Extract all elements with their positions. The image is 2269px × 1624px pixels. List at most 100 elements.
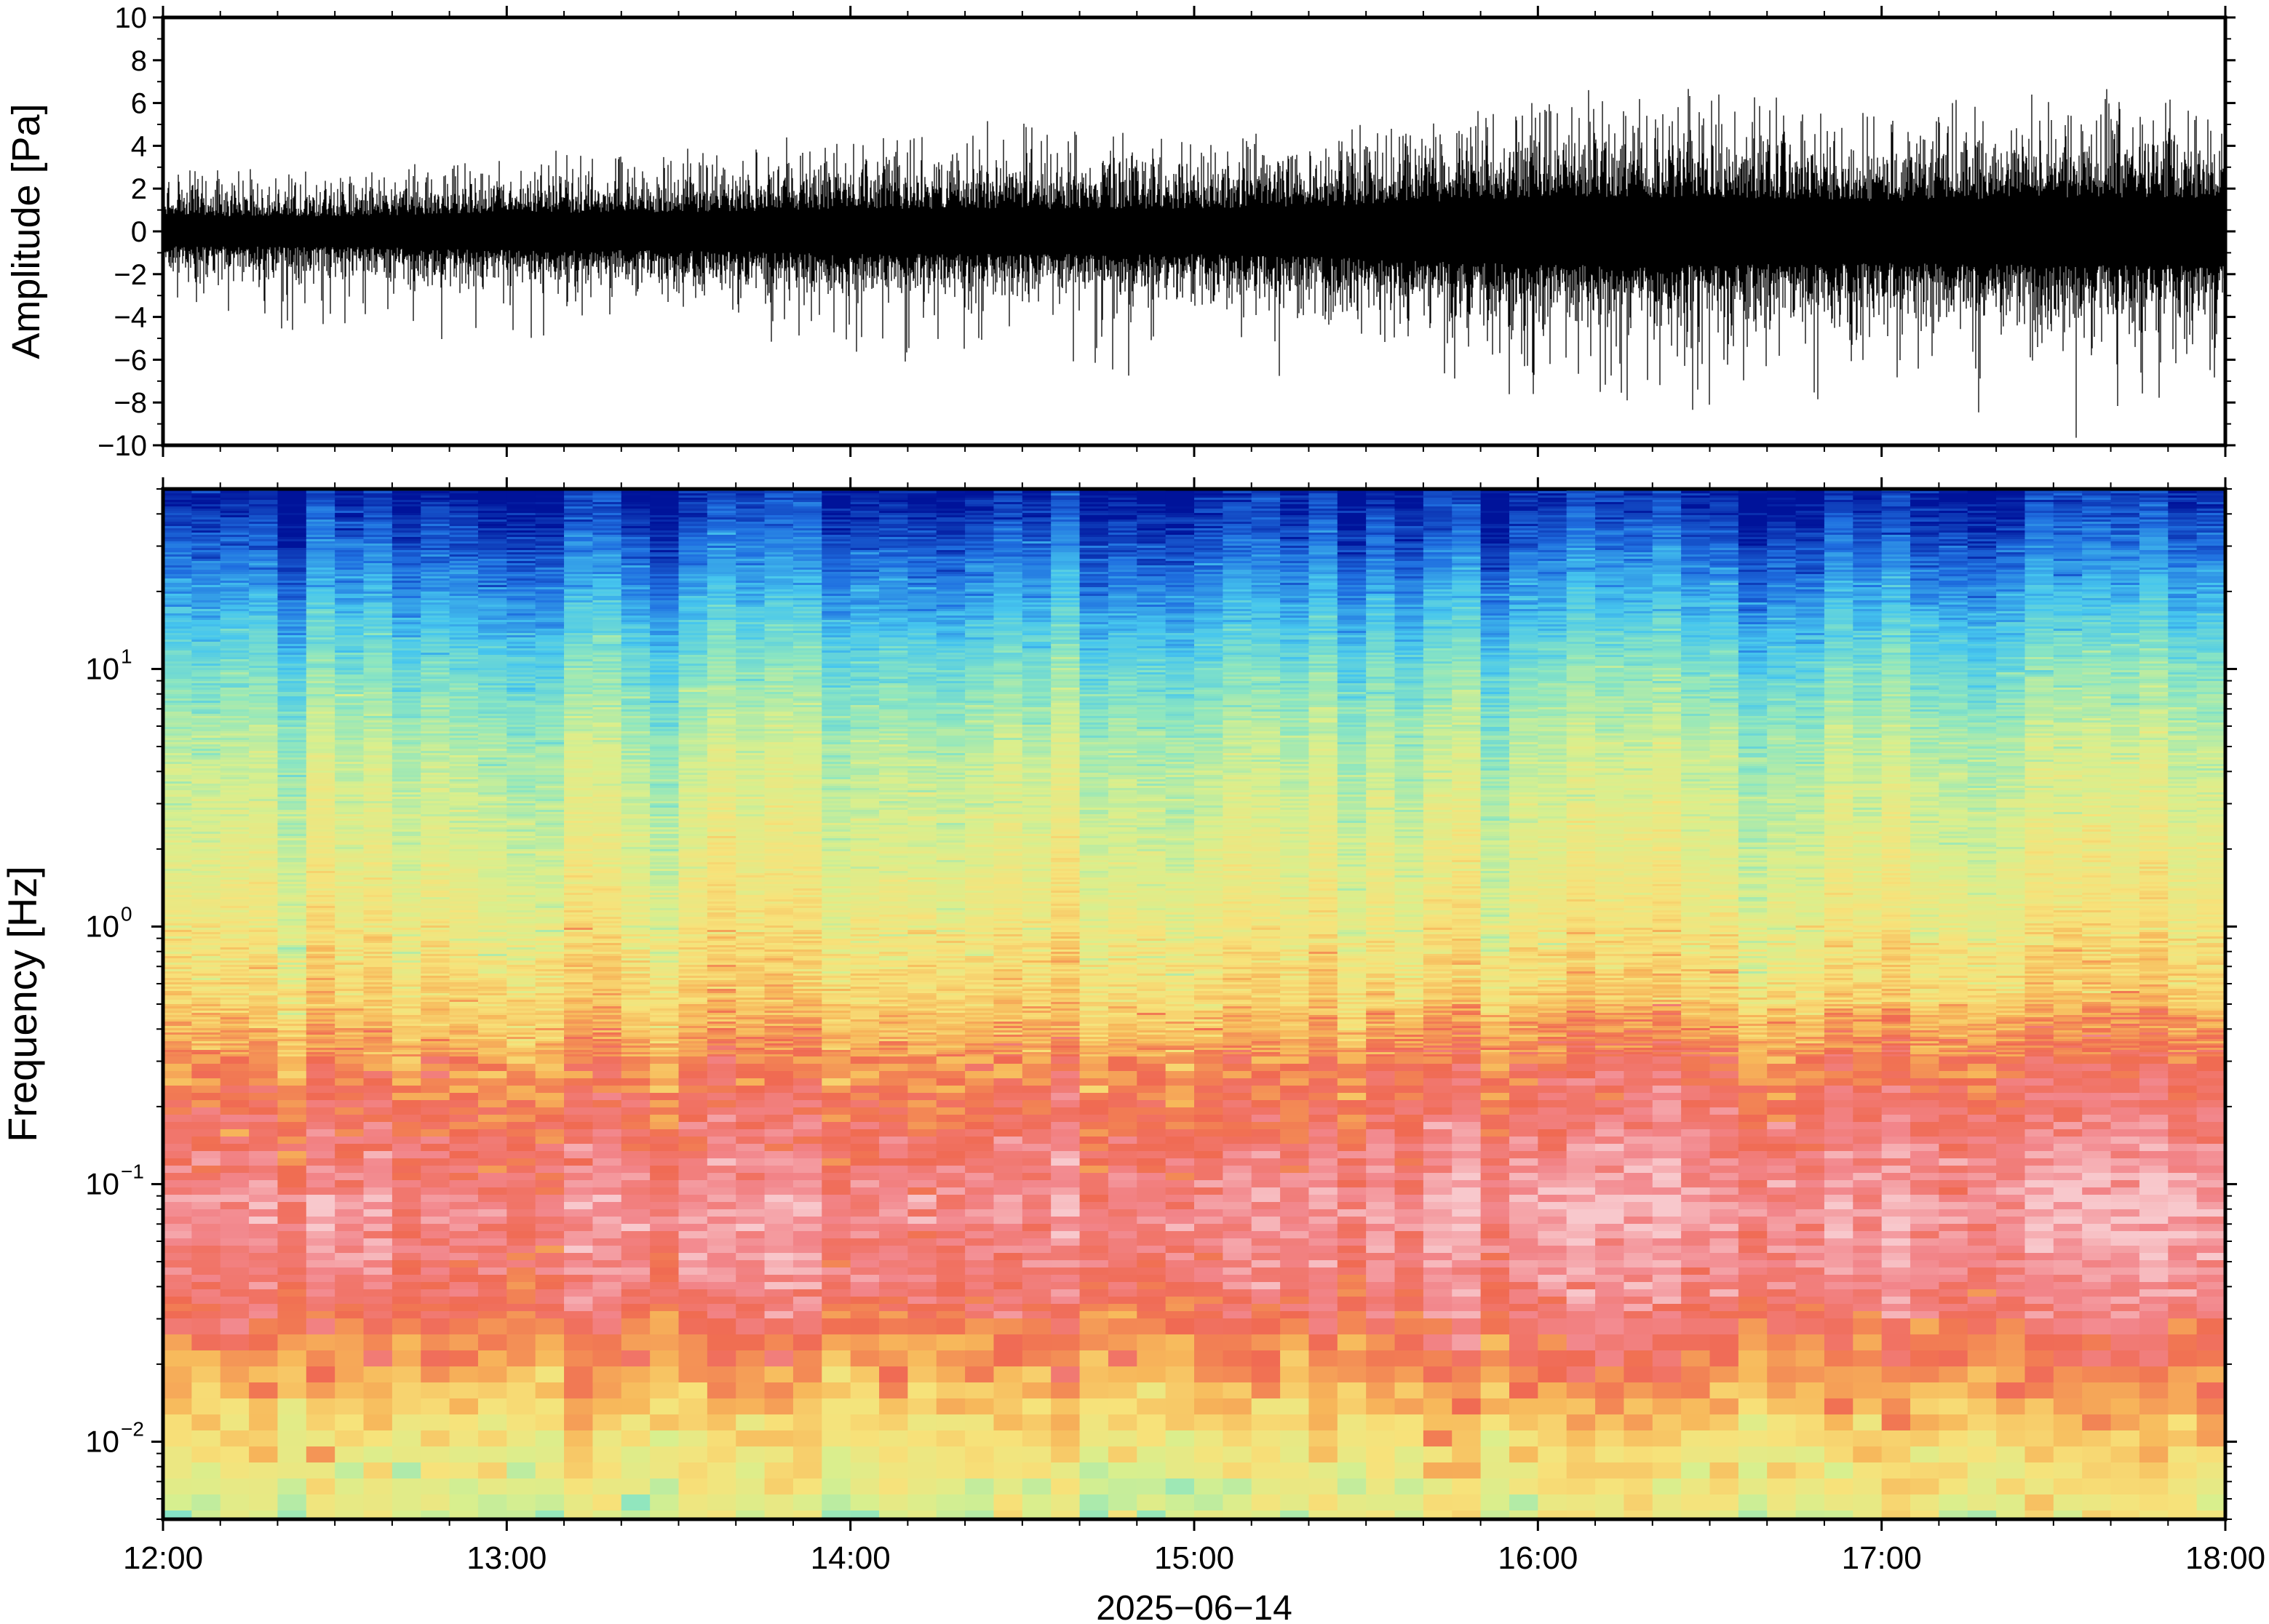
spectrogram-cell — [277, 897, 306, 900]
spectrogram-cell — [478, 705, 507, 708]
spectrogram-cell — [536, 725, 565, 728]
spectrogram-cell — [592, 882, 621, 885]
spectrogram-cell — [564, 995, 593, 998]
spectrogram-cell — [536, 672, 565, 675]
spectrogram-cell — [335, 821, 364, 824]
spectrogram-cell — [564, 624, 593, 627]
spectrogram-cell — [220, 757, 250, 760]
spectrogram-cell — [506, 1137, 536, 1145]
spectrogram-cell — [392, 803, 421, 806]
spectrogram-cell — [335, 808, 364, 811]
spectrogram-cell — [450, 685, 479, 688]
spectrogram-cell — [163, 559, 192, 562]
spectrogram-cell — [506, 965, 536, 968]
spectrogram-cell — [163, 500, 192, 503]
spectrogram-cell — [249, 792, 278, 795]
spectrogram-cell — [421, 919, 450, 922]
spectrogram-cell — [191, 1478, 220, 1495]
spectrogram-cell — [421, 740, 450, 743]
spectrogram-cell — [592, 596, 621, 599]
spectrogram-cell — [364, 851, 393, 854]
spectrogram-cell — [335, 795, 364, 797]
spectrogram-cell — [506, 552, 536, 555]
spectrogram-cell — [163, 1494, 192, 1511]
spectrogram-cell — [392, 1050, 421, 1053]
spectrogram-cell — [191, 1209, 220, 1217]
spectrogram-cell — [392, 1054, 421, 1057]
spectrogram-cell — [564, 701, 593, 704]
spectrogram-cell — [592, 853, 621, 856]
spectrogram-cell — [478, 915, 507, 918]
spectrogram-cell — [392, 596, 421, 599]
spectrogram-cell — [163, 915, 192, 918]
spectrogram-cell — [191, 1052, 220, 1055]
spectrogram-cell — [536, 917, 565, 920]
spectrogram-cell — [220, 1173, 250, 1181]
spectrogram-cell — [249, 644, 278, 647]
spectrogram-cell — [536, 541, 565, 544]
spectrogram-cell — [564, 559, 593, 562]
spectrogram-cell — [392, 856, 421, 859]
spectrogram-cell — [277, 1202, 306, 1210]
spectrogram-cell — [592, 805, 621, 808]
spectrogram-cell — [478, 731, 507, 734]
spectrogram-cell — [421, 816, 450, 819]
spectrogram-cell — [592, 624, 621, 627]
spectrogram-cell — [506, 1006, 536, 1009]
spectrogram-cell — [506, 795, 536, 797]
spectrogram-cell — [506, 1173, 536, 1181]
spectrogram-cell — [191, 912, 220, 915]
spectrogram-cell — [506, 694, 536, 697]
spectrogram-cell — [306, 554, 335, 557]
spectrogram-cell — [277, 1297, 306, 1305]
spectrogram-cell — [249, 725, 278, 728]
spectrogram-cell — [277, 1494, 306, 1511]
spectrogram-cell — [450, 491, 479, 494]
spectrogram-cell — [220, 1478, 250, 1495]
spectrogram-cell — [564, 1366, 593, 1383]
spectrogram-cell — [220, 858, 250, 861]
spectrogram-cell — [364, 506, 393, 509]
spectrogram-cell — [478, 886, 507, 889]
spectrogram-cell — [421, 753, 450, 756]
spectrogram-cell — [277, 919, 306, 922]
spectrogram-cell — [592, 500, 621, 503]
spectrogram-cell — [392, 921, 421, 924]
spectrogram-cell — [364, 967, 393, 970]
spectrogram-cell — [249, 557, 278, 560]
spectrogram-cell — [277, 760, 306, 763]
spectrogram-cell — [392, 1129, 421, 1137]
spectrogram-cell — [536, 757, 565, 760]
spectrogram-cell — [478, 642, 507, 645]
spectrogram-cell — [392, 733, 421, 736]
spectrogram-cell — [564, 888, 593, 891]
spectrogram-cell — [392, 701, 421, 704]
spectrogram-cell — [478, 500, 507, 503]
spectrogram-cell — [306, 747, 335, 749]
spectrogram-cell — [421, 960, 450, 963]
spectrogram-cell — [450, 1202, 479, 1210]
spectrogram-cell — [163, 694, 192, 697]
spectrogram-cell — [277, 969, 306, 972]
spectrogram-cell — [335, 1297, 364, 1305]
spectrogram-cell — [163, 1093, 192, 1101]
spectrogram-cell — [421, 998, 450, 1000]
spectrogram-cell — [564, 926, 593, 928]
spectrogram-cell — [450, 738, 479, 741]
spectrogram-cell — [163, 1187, 192, 1195]
spectrogram-cell — [536, 843, 565, 845]
spectrogram-cell — [163, 1462, 192, 1479]
spectrogram-cell — [163, 1028, 192, 1031]
spectrogram-cell — [592, 814, 621, 817]
spectrogram-cell — [592, 613, 621, 616]
spectrogram-cell — [592, 897, 621, 900]
spectrogram-cell — [421, 544, 450, 546]
spectrogram-cell — [277, 703, 306, 706]
spectrogram-cell — [277, 544, 306, 546]
spectrogram-cell — [191, 832, 220, 835]
spectrogram-cell — [277, 930, 306, 933]
spectrogram-cell — [506, 1478, 536, 1495]
spectrogram-cell — [306, 1382, 335, 1399]
spectrogram-cell — [421, 629, 450, 632]
spectrogram-cell — [277, 561, 306, 564]
